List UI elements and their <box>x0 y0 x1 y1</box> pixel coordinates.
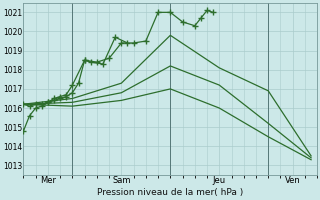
X-axis label: Pression niveau de la mer( hPa ): Pression niveau de la mer( hPa ) <box>97 188 244 197</box>
